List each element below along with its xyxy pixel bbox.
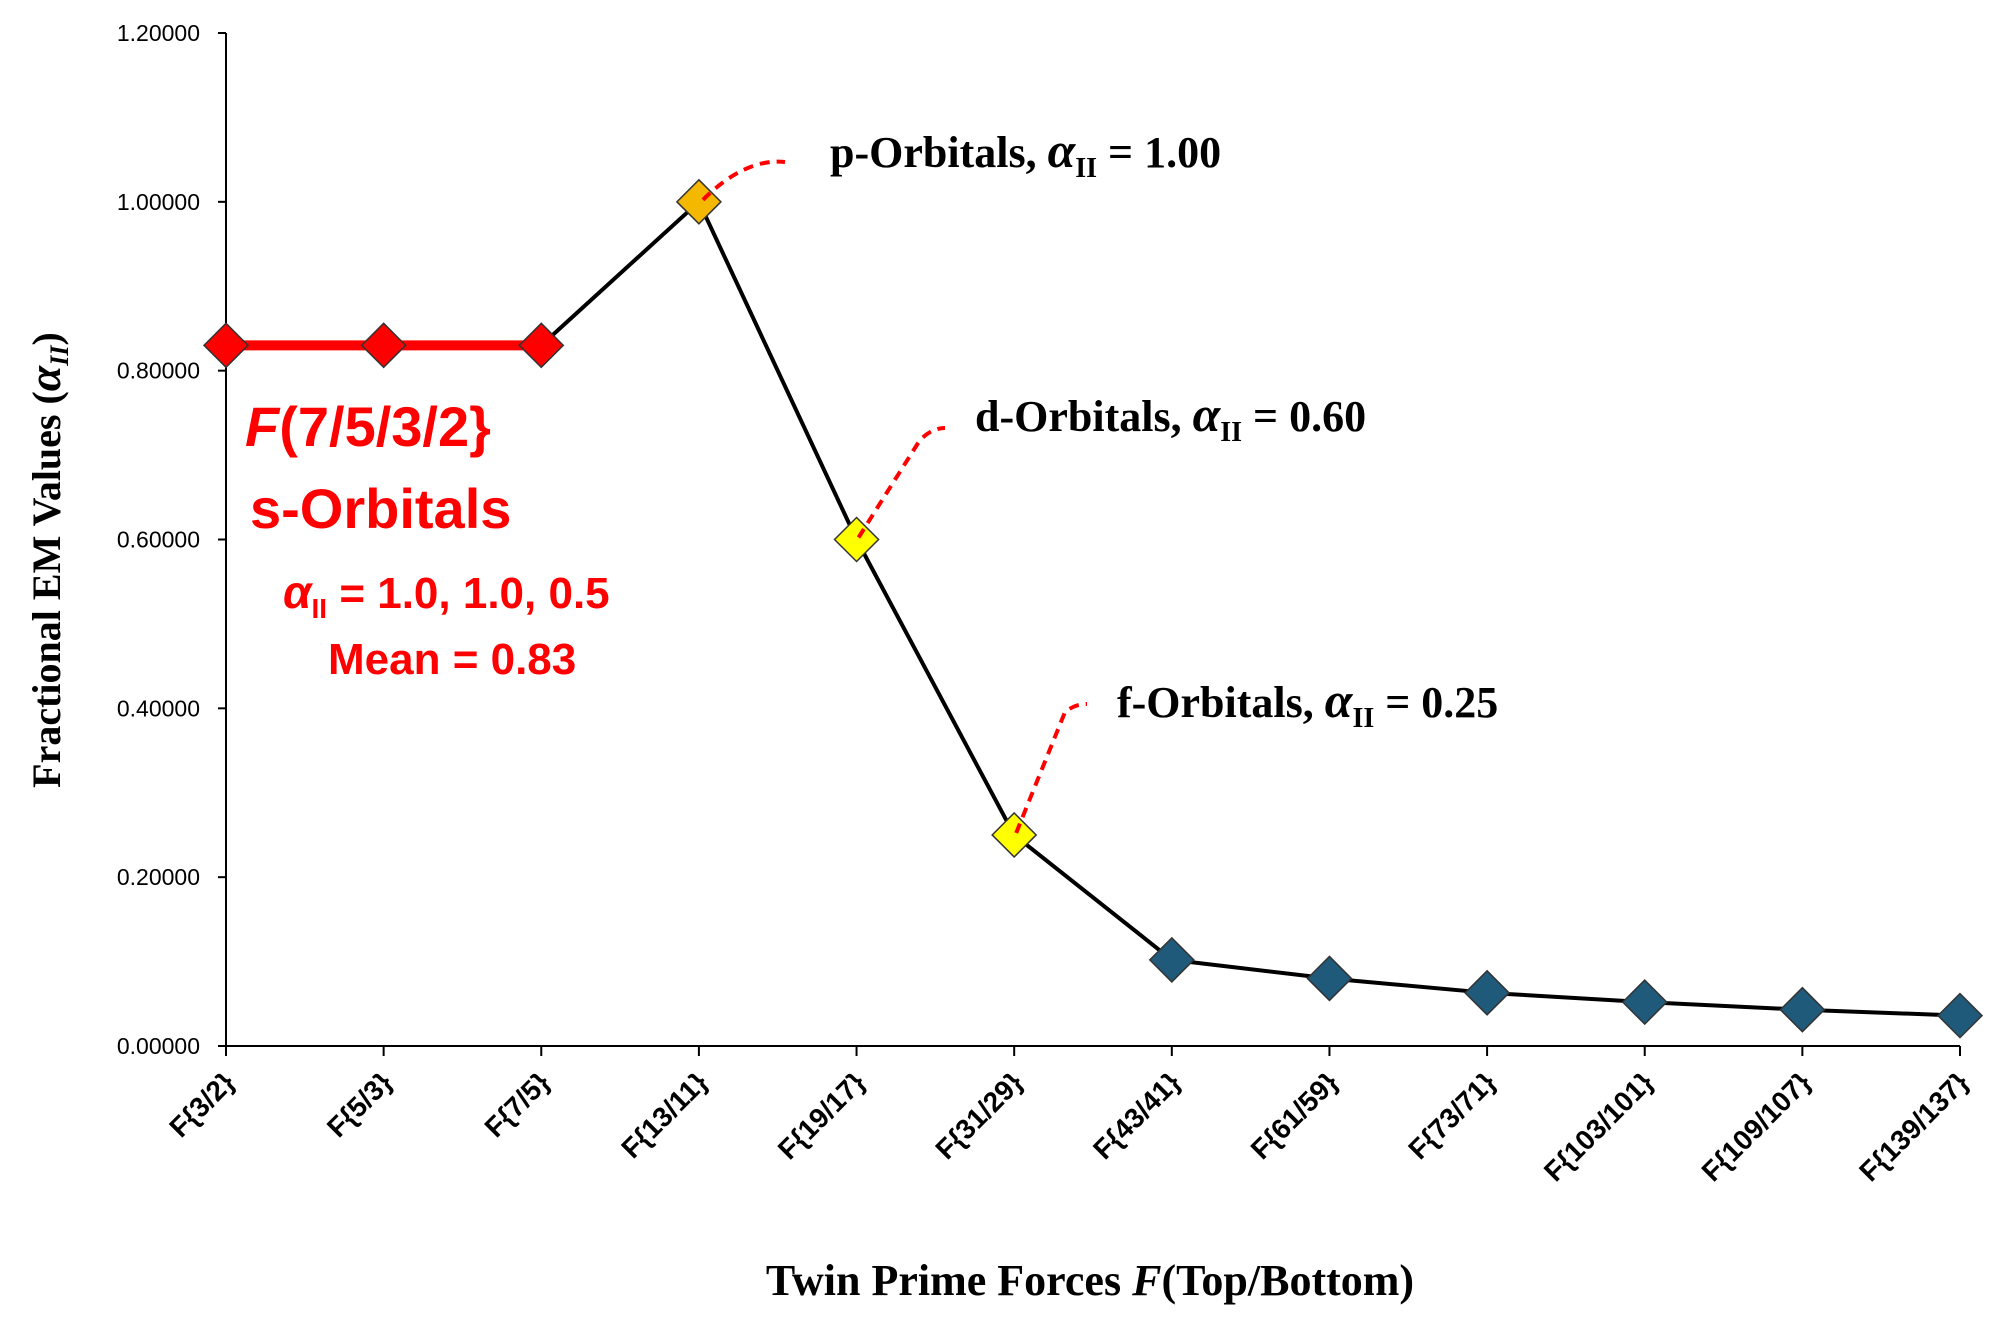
x-tick-label: F{19/17} (772, 1066, 871, 1165)
data-point-marker (360, 322, 407, 369)
s-orbitals-label: s-Orbitals (250, 477, 511, 540)
x-tick-label: F{13/11} (615, 1066, 713, 1164)
data-point-marker (518, 322, 565, 369)
y-axis-title: Fractional EM Values (αII) (19, 332, 74, 788)
series-line (539, 199, 1961, 1018)
x-tick-label: F{109/107} (1696, 1066, 1817, 1187)
data-point-marker (1779, 986, 1826, 1033)
f-orbitals-leader (1014, 702, 1088, 834)
y-tick-label: 1.00000 (117, 189, 200, 215)
x-tick-label: F{103/101} (1538, 1066, 1659, 1187)
p-orbitals-label: p-Orbitals, αII = 1.00 (830, 122, 1221, 184)
x-tick-label: F{31/29} (929, 1066, 1028, 1165)
series (202, 178, 1984, 1039)
s-orbitals-mean: Mean = 0.83 (328, 635, 576, 684)
y-tick-label: 0.20000 (117, 864, 200, 890)
x-axis-title-suffix: (Top/Bottom) (1161, 1256, 1414, 1305)
data-point-marker (202, 322, 250, 369)
y-axis-title-suffix: ) (24, 332, 69, 345)
x-tick-label: F{139/137} (1853, 1066, 1974, 1187)
data-point-marker (675, 178, 722, 225)
x-axis: F{3/2} F{5/3} F{7/5} F{13/11} F{19/17} F{31/2… (163, 1045, 1974, 1187)
s-orbitals-alpha-values: αII = 1.0, 1.0, 0.5 (283, 566, 610, 624)
data-point-marker (1306, 955, 1353, 1002)
data-point-marker (991, 811, 1038, 859)
y-axis-title-subscript: II (45, 345, 74, 367)
data-point-marker (1621, 979, 1668, 1026)
d-orbitals-label: d-Orbitals, αII = 0.60 (975, 386, 1366, 448)
d-orbitals-leader (856, 426, 946, 539)
x-axis-title: Twin Prime Forces F(Top/Bottom) (766, 1256, 1414, 1305)
y-axis: 0.00000 0.20000 0.40000 0.60000 0.80000 1.000… (117, 20, 227, 1059)
f-orbitals-label: f-Orbitals, αII = 0.25 (1117, 672, 1498, 734)
x-tick-label: F{5/3} (321, 1066, 398, 1143)
y-tick-label: 1.20000 (117, 20, 200, 46)
y-axis-title-prefix: Fractional EM Values ( (24, 391, 69, 788)
x-axis-title-italic: F (1131, 1256, 1161, 1305)
y-tick-label: 0.40000 (117, 695, 200, 721)
y-tick-label: 0.80000 (117, 358, 200, 384)
x-tick-label: F{7/5} (479, 1066, 556, 1143)
p-orbitals-leader (701, 159, 786, 202)
data-point-marker (833, 516, 880, 563)
s-orbitals-force-label: F(7/5/3/2} (245, 395, 491, 458)
x-axis-title-prefix: Twin Prime Forces (766, 1256, 1132, 1305)
x-tick-label: F{43/41} (1087, 1066, 1186, 1165)
data-point-marker (1936, 992, 1984, 1039)
data-point-marker (1464, 969, 1511, 1016)
data-point-marker (1148, 936, 1195, 983)
x-tick-label: F{73/71} (1402, 1066, 1501, 1165)
y-tick-label: 0.00000 (117, 1033, 200, 1059)
y-tick-label: 0.60000 (117, 527, 200, 553)
annotations: p-Orbitals, αII = 1.00 d-Orbitals, αII = … (245, 122, 1498, 834)
y-axis-title-symbol: α (19, 364, 70, 391)
x-tick-label: F{61/59} (1245, 1066, 1344, 1165)
x-tick-label: F{3/2} (163, 1066, 240, 1143)
